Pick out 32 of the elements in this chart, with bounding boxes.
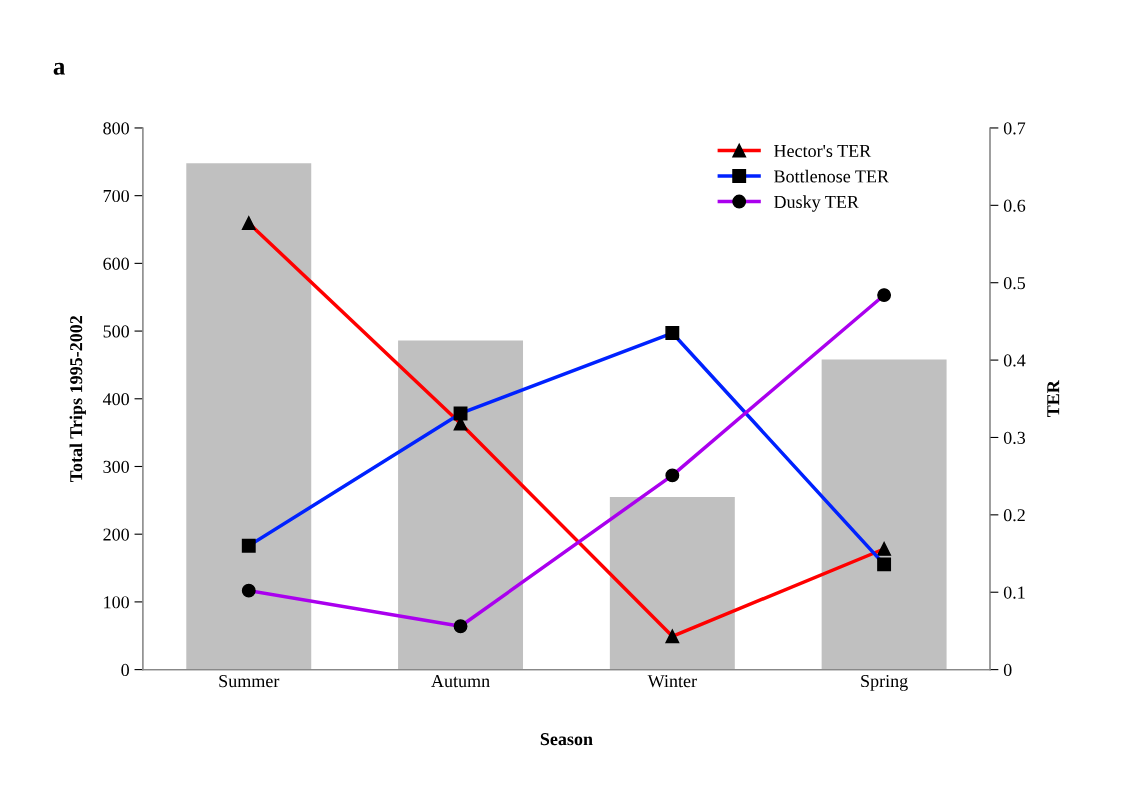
y2-tick-label: 0: [1003, 663, 1012, 677]
text: a: [53, 62, 65, 75]
y-tick-label: 500: [103, 325, 129, 338]
legend-label: Bottlenose TER: [774, 169, 890, 183]
y2-tick-label: 0.3: [1003, 431, 1026, 444]
y2-axis-title: TER: [1047, 380, 1060, 418]
y2-tick-label: 0.5: [1003, 276, 1026, 290]
x-tick-label: Winter: [647, 675, 697, 688]
bar: [398, 340, 524, 670]
legend-label: Dusky TER: [774, 195, 859, 212]
x-tick-label: Summer: [219, 675, 280, 688]
y-tick-label: 800: [103, 122, 129, 135]
y-tick-label: 600: [103, 257, 129, 270]
y2-tick-label: 0.1: [1003, 586, 1025, 599]
y2-tick-label: 0.7: [1003, 122, 1026, 135]
bar: [609, 496, 735, 670]
y-tick-label: 0: [121, 663, 129, 677]
y-tick-label: 100: [104, 596, 129, 609]
legend-label: Hector's TER: [774, 145, 872, 158]
y-tick-label: 200: [103, 528, 129, 541]
bar: [186, 163, 312, 670]
y-axis-title: Total Trips 1995-2002: [69, 315, 86, 483]
y2-tick-label: 0.2: [1003, 509, 1025, 522]
y2-tick-label: 0.4: [1003, 354, 1026, 367]
y2-tick-label: 0.6: [1003, 199, 1026, 212]
y-tick-label: 300: [103, 460, 129, 473]
x-axis-title: Season: [540, 733, 593, 746]
x-tick-label: Autumn: [431, 675, 490, 688]
y-tick-label: 400: [102, 393, 129, 406]
y-tick-label: 700: [103, 189, 129, 203]
x-tick-label: Spring: [861, 674, 908, 691]
bar: [821, 359, 947, 670]
